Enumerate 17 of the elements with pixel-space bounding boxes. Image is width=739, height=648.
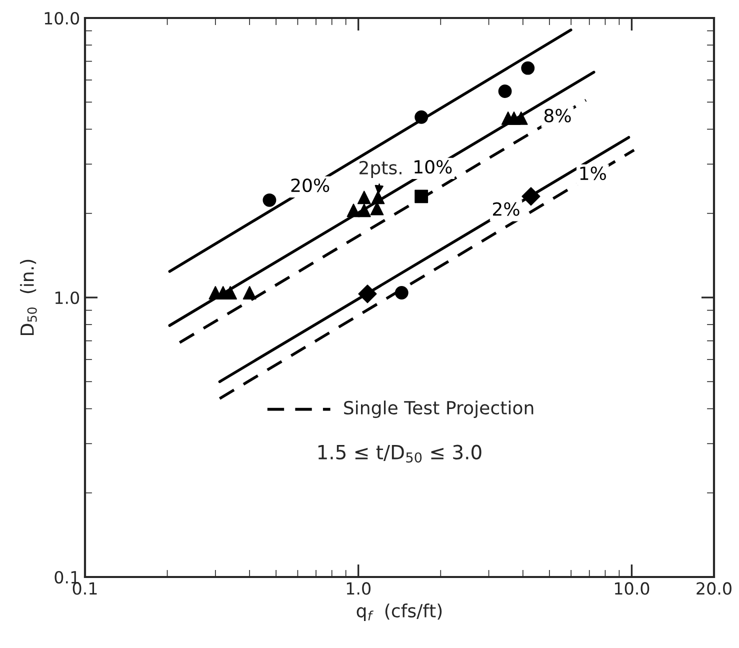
y-axis-title: D$_{50}$ (in.) [20,260,37,335]
x-tick-label: 1.0 [346,582,370,595]
series-label: 20% [291,178,330,192]
series-label: 1% [580,166,606,180]
y-tick-label: 1.0 [55,291,80,304]
annotation: Single Test Projection [344,400,534,418]
x-axis-title: q$_{f}$ (cfs/ft) [356,604,442,622]
series-label: 8% [544,108,571,122]
x-tick-label: 20.0 [696,582,732,595]
x-tick-label: 0.1 [72,582,97,595]
annotation: 1.5 ≤ t/D$_{50}$ ≤ 3.0 [318,444,482,463]
y-tick-label: 0.1 [54,570,79,584]
series-label: 2% [493,202,520,216]
series-label: 10% [414,160,452,174]
x-tick-label: 10.0 [614,582,650,595]
y-tick-label: 10.0 [44,12,80,25]
annotation: 2pts. [360,160,402,178]
